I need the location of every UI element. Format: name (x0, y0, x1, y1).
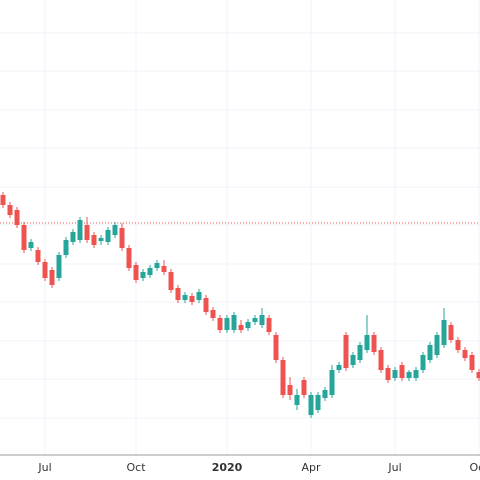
candle-body (70, 232, 76, 242)
candle-body (238, 325, 244, 330)
candle-body (273, 335, 279, 360)
candle-body (343, 335, 349, 368)
candle-body (35, 250, 41, 262)
candle-body (364, 335, 370, 350)
candle-body (294, 395, 300, 405)
candle-body (413, 370, 419, 378)
candle-body (0, 195, 6, 205)
candle-body (385, 368, 391, 380)
candle-body (196, 292, 202, 300)
candle-body (203, 298, 209, 312)
candle-body (336, 365, 342, 370)
candle-body (217, 318, 223, 330)
candle-body (406, 372, 412, 378)
candle-body (161, 266, 167, 272)
candle-body (448, 325, 454, 340)
candle-body (140, 272, 146, 278)
candle-body (434, 335, 440, 355)
candle-body (154, 263, 160, 268)
candle-body (259, 315, 265, 325)
candle-body (476, 372, 480, 378)
candle-body (427, 345, 433, 360)
candle-body (63, 240, 69, 255)
candle-body (378, 350, 384, 370)
candle-body (91, 235, 97, 245)
candle-body (371, 335, 377, 352)
x-tick-label: Apr (301, 461, 321, 474)
candle-body (245, 322, 251, 328)
candle-body (119, 228, 125, 248)
candle-body (350, 355, 356, 365)
candle-body (14, 210, 20, 225)
candle-body (469, 355, 475, 370)
candle-body (224, 318, 230, 330)
candle-body (56, 255, 62, 278)
candle-body (168, 272, 174, 290)
candle-body (441, 320, 447, 345)
candle-body (42, 262, 48, 278)
candle-body (252, 318, 258, 322)
candle-body (322, 390, 328, 398)
candle-body (147, 268, 153, 275)
candle-body (28, 242, 34, 248)
candle-body (112, 225, 118, 235)
candle-body (266, 318, 272, 332)
candle-body (126, 248, 132, 268)
candle-body (329, 370, 335, 395)
x-tick-label: 2020 (212, 461, 243, 474)
candle-body (392, 370, 398, 378)
candle-body (210, 310, 216, 318)
x-tick-label: Jul (37, 461, 51, 474)
candle-body (21, 225, 27, 250)
candle-body (105, 230, 111, 242)
candle-body (7, 205, 13, 215)
x-tick-label: Jul (387, 461, 401, 474)
candle-body (301, 380, 307, 395)
candle-body (357, 345, 363, 360)
candle-body (182, 295, 188, 300)
candle-body (49, 270, 55, 285)
candle-body (189, 296, 195, 302)
candle-body (455, 340, 461, 350)
candle-body (280, 360, 286, 395)
candle-body (420, 355, 426, 370)
candle-body (133, 265, 139, 280)
candle-body (462, 350, 468, 358)
candle-body (315, 395, 321, 410)
candle-body (287, 385, 293, 395)
candle-body (175, 288, 181, 300)
candle-body (98, 238, 104, 241)
candle-body (84, 225, 90, 240)
candle-body (399, 365, 405, 378)
x-tick-label: Oct (126, 461, 146, 474)
candle-body (308, 395, 314, 415)
candle-body (77, 220, 83, 240)
x-tick-label: Oct (469, 461, 480, 474)
candle-body (231, 315, 237, 330)
